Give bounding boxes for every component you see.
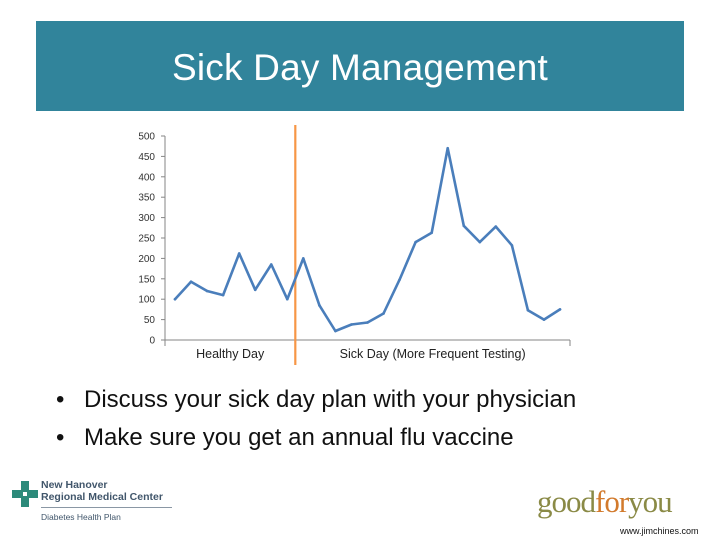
data-point (478, 240, 482, 244)
data-point (269, 263, 273, 266)
y-tick-label: 150 (138, 274, 155, 285)
bullet-text: Discuss your sick day plan with your phy… (84, 386, 577, 413)
data-point (285, 297, 289, 301)
y-tick-label: 350 (138, 193, 155, 204)
x-section-label: Healthy Day (196, 347, 265, 361)
y-tick-label: 100 (138, 295, 155, 306)
title-band: Sick Day Management (36, 21, 684, 111)
bullet-text: Make sure you get an annual flu vaccine (84, 424, 514, 451)
data-point (334, 329, 337, 333)
data-point (446, 146, 450, 150)
brand-logo: goodforyou (537, 484, 673, 520)
data-point (221, 293, 225, 297)
data-point (526, 308, 530, 312)
data-point (510, 244, 514, 247)
website-url: www.jimchines.com (620, 526, 699, 536)
data-point (414, 240, 417, 244)
slide-title: Sick Day Management (171, 47, 549, 88)
bullet-item: • Make sure you get an annual flu vaccin… (56, 421, 576, 459)
data-point (398, 278, 401, 281)
brand-part-for: for (595, 484, 629, 519)
org-name-line2: Regional Medical Center (41, 491, 163, 503)
data-point (542, 318, 546, 321)
line-chart: 0 50 100 150 200 250 300 350 400 450 500 Healthy Da… (138, 125, 571, 365)
x-section-label: Sick Day (More Frequent Testing) (340, 347, 526, 361)
data-point (558, 308, 562, 311)
chart: 0 50 100 150 200 250 300 350 400 450 500 Healthy Da… (110, 118, 580, 368)
data-point (462, 224, 466, 228)
bullet-symbol: • (56, 424, 65, 451)
y-tick-label: 250 (138, 234, 155, 245)
brand-part-good: good (537, 484, 596, 519)
data-point (430, 231, 433, 234)
data-point (237, 252, 241, 255)
data-point (494, 225, 498, 228)
y-tick-label: 50 (144, 315, 156, 326)
org-subtitle: Diabetes Health Plan (41, 512, 121, 522)
y-tick-label: 200 (138, 254, 155, 265)
data-point (253, 288, 257, 292)
data-point (302, 257, 305, 260)
y-tick-label: 300 (138, 213, 155, 224)
data-point (189, 280, 193, 283)
y-tick-label: 0 (149, 336, 155, 347)
medical-cross-icon (12, 481, 38, 507)
data-point (205, 289, 209, 293)
brand-part-you: you (628, 484, 672, 519)
bullet-symbol: • (56, 386, 65, 413)
y-tick-label: 400 (138, 172, 155, 183)
glucose-series-line (173, 146, 562, 333)
org-name-line1: New Hanover (41, 479, 108, 491)
bullet-item: • Discuss your sick day plan with your p… (56, 383, 576, 421)
bullet-list: • Discuss your sick day plan with your p… (56, 383, 576, 459)
data-point (350, 323, 353, 326)
data-point (318, 304, 321, 307)
y-tick-label: 450 (138, 152, 155, 163)
data-point (382, 312, 385, 315)
data-point (173, 297, 177, 301)
y-tick-label: 500 (138, 132, 155, 143)
data-point (366, 321, 369, 324)
logo-divider (41, 507, 172, 508)
hospital-logo: New Hanover Regional Medical Center Diab… (12, 478, 172, 528)
